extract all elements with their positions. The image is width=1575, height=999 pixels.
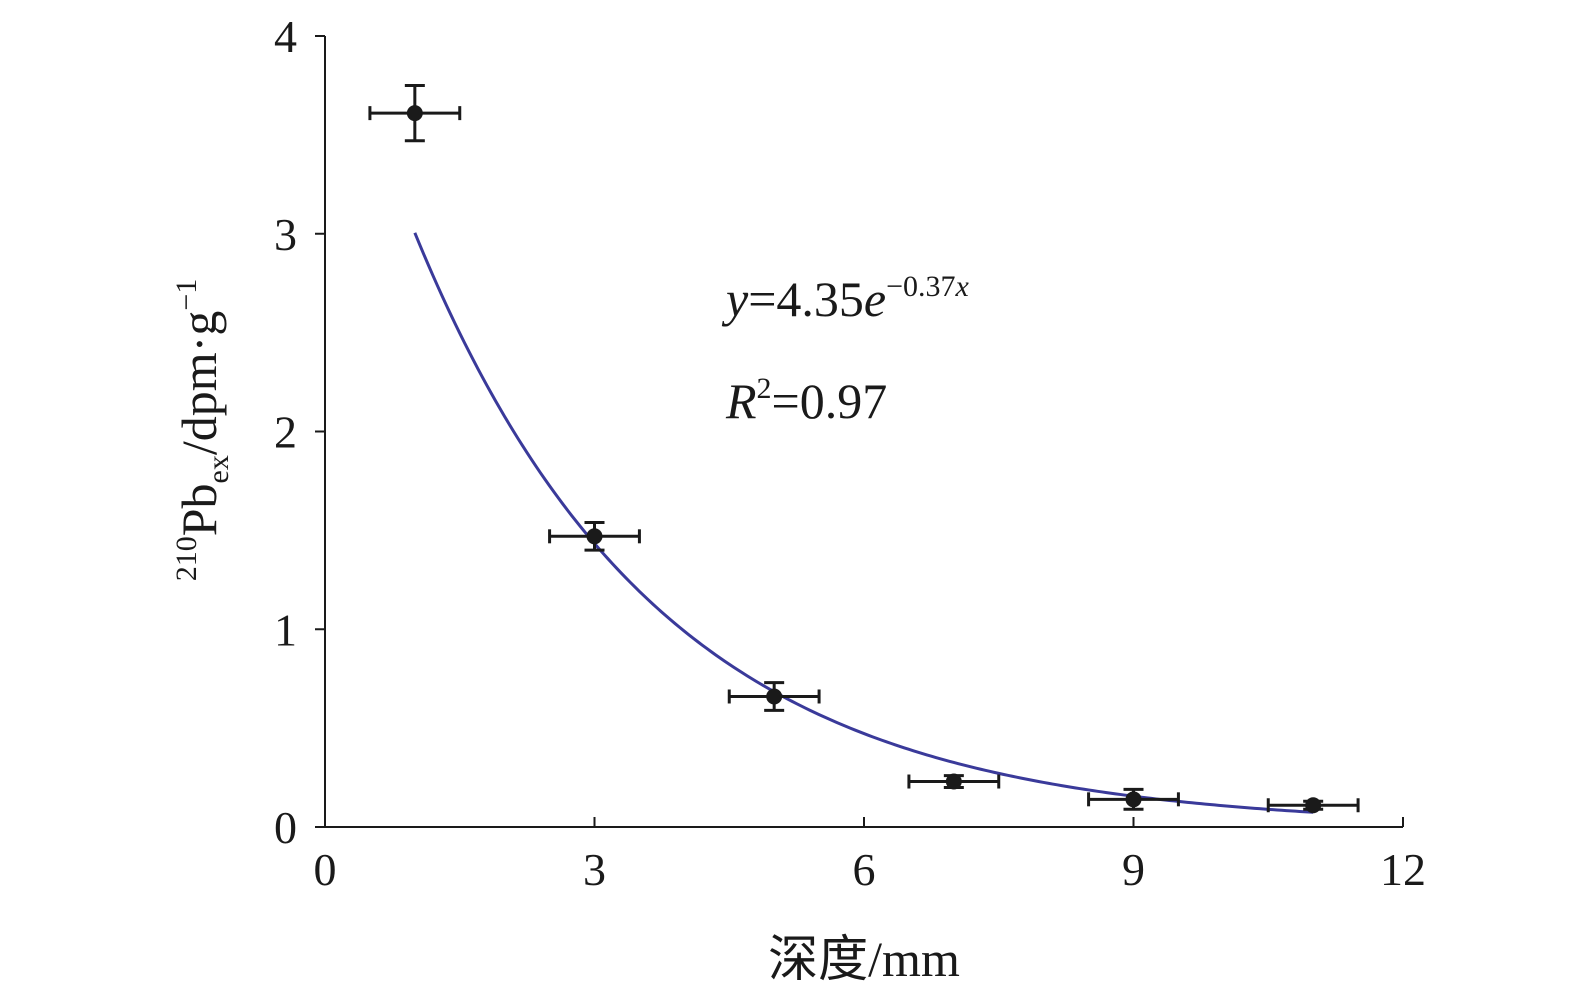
point-marker xyxy=(1125,791,1142,808)
x-tick-label: 3 xyxy=(583,844,606,895)
y-tick-label: 1 xyxy=(274,604,297,655)
fit-r-squared: R2=0.97 xyxy=(725,372,887,429)
x-tick-label: 6 xyxy=(853,844,876,895)
y-tick-label: 0 xyxy=(274,802,297,853)
y-tick-label: 3 xyxy=(274,209,297,260)
y-axis-title: 210Pbex/dpm·g−1 xyxy=(170,279,235,582)
data-point-4 xyxy=(907,773,1001,790)
data-point-1 xyxy=(368,83,462,143)
y-tick-label: 4 xyxy=(274,11,297,62)
point-marker xyxy=(586,528,603,545)
fit-equation: y=4.35e−0.37x xyxy=(721,270,970,327)
y-tick-label: 2 xyxy=(274,407,297,458)
points-layer xyxy=(368,83,1360,814)
data-point-3 xyxy=(727,681,821,712)
data-point-2 xyxy=(548,520,641,552)
point-marker xyxy=(945,773,962,790)
point-marker xyxy=(406,105,423,122)
x-tick-label: 12 xyxy=(1380,844,1426,895)
point-marker xyxy=(1305,797,1322,814)
x-tick-label: 9 xyxy=(1122,844,1145,895)
data-point-6 xyxy=(1266,797,1360,814)
x-tick-label: 0 xyxy=(314,844,337,895)
point-marker xyxy=(766,688,783,705)
data-point-5 xyxy=(1087,787,1180,811)
x-axis-title: 深度/mm xyxy=(768,931,960,987)
